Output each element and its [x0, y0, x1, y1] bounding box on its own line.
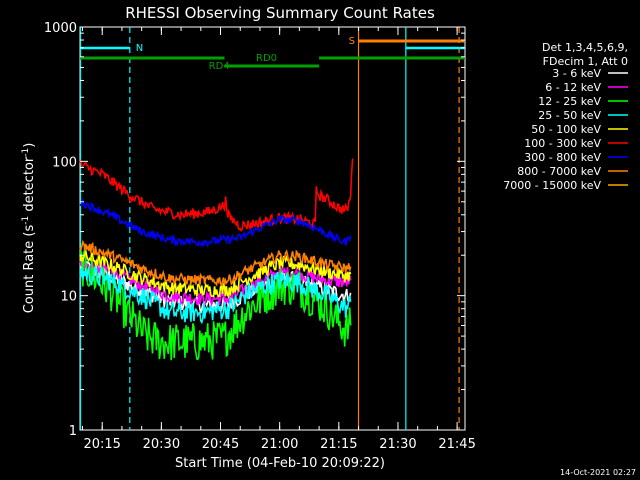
y-axis-label-sup2: -1 — [21, 148, 31, 157]
y-tick-label-3: 1000 — [44, 21, 77, 36]
y-axis-label-part3: ) — [22, 143, 37, 148]
x-tick-label-5: 21:30 — [379, 437, 416, 452]
chart-title: RHESSI Observing Summary Count Rates — [125, 4, 435, 22]
series-line-12-25-kev — [79, 248, 352, 361]
series-line-100-300-kev — [79, 158, 354, 232]
y-axis: 1 10 100 1000 — [44, 21, 465, 439]
plot-area: N S RD0 RD4 — [79, 26, 466, 431]
series-line-50-100-kev — [79, 250, 352, 300]
x-tick-label-6: 21:45 — [438, 437, 475, 452]
series-line-6-12-kev — [79, 260, 352, 307]
legend-label-4: 50 - 100 keV — [531, 123, 601, 136]
y-axis-label-sup1: -1 — [21, 216, 31, 225]
legend-label-5: 100 - 300 keV — [524, 137, 601, 150]
y-tick-label-0: 1 — [69, 424, 77, 439]
y-axis-label: Count Rate (s-1 detector-1) — [21, 143, 37, 314]
legend-label-8: 7000 - 15000 keV — [503, 179, 601, 192]
x-tick-label-2: 20:45 — [202, 437, 239, 452]
x-tick-label-3: 21:00 — [261, 437, 298, 452]
legend-label-6: 300 - 800 keV — [524, 151, 601, 164]
legend-label-3: 25 - 50 keV — [538, 109, 601, 122]
legend-label-7: 800 - 7000 keV — [517, 165, 601, 178]
y-axis-label-part1: Count Rate (s — [22, 225, 37, 314]
y-tick-label-2: 100 — [52, 155, 77, 170]
legend-label-0: 3 - 6 keV — [552, 67, 601, 80]
flag-label-rd4: RD4 — [209, 61, 230, 72]
legend: Det 1,3,4,5,6,9,FDecim 1, Att 03 - 6 keV… — [503, 41, 628, 192]
series-line-25-50-kev — [79, 265, 352, 325]
legend-header-1: FDecim 1, Att 0 — [543, 55, 628, 68]
footer-date: 14-Oct-2021 02:27 — [560, 468, 636, 477]
legend-label-2: 12 - 25 keV — [538, 95, 601, 108]
legend-header-0: Det 1,3,4,5,6,9, — [542, 41, 628, 54]
y-tick-label-1: 10 — [60, 290, 77, 305]
series-line-800-7000-kev — [79, 239, 352, 287]
x-tick-label-4: 21:15 — [320, 437, 357, 452]
legend-label-1: 6 - 12 keV — [545, 81, 601, 94]
x-tick-label-1: 20:30 — [143, 437, 180, 452]
x-axis: 20:15 20:30 20:45 21:00 21:15 21:30 21:45 — [81, 27, 476, 452]
flag-label-s: S — [349, 36, 355, 47]
x-tick-label-0: 20:15 — [83, 437, 120, 452]
flag-label-rd0: RD0 — [256, 53, 277, 64]
series-line-300-800-kev — [79, 199, 352, 248]
flag-label-n: N — [136, 43, 143, 54]
x-axis-label: Start Time (04-Feb-10 20:09:22) — [175, 456, 385, 471]
y-axis-label-part2: detector — [22, 156, 37, 216]
